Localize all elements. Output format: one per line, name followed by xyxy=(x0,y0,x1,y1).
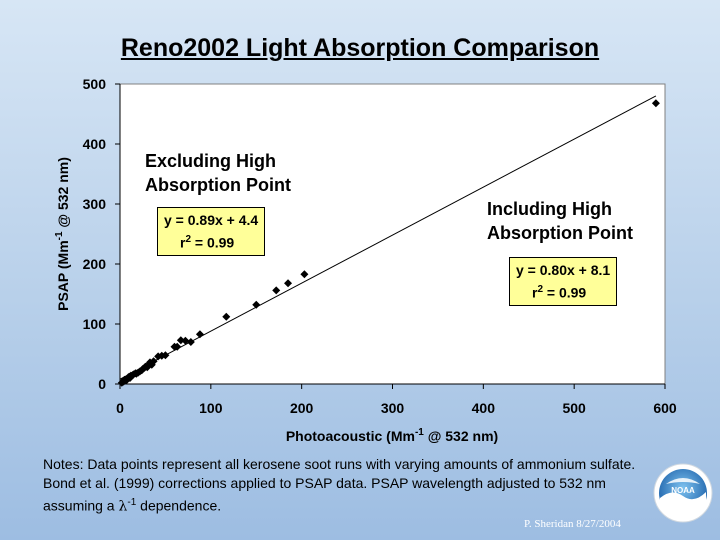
x-tick-label: 200 xyxy=(290,400,314,416)
fit-line xyxy=(119,95,657,380)
axes: 0 100 200 300 400 500 600 0 100 200 300 400 500 xyxy=(83,76,677,416)
x-tick-label: 400 xyxy=(472,400,496,416)
data-point xyxy=(161,351,170,360)
y-tick-label: 0 xyxy=(98,376,106,392)
x-tick-label: 100 xyxy=(199,400,223,416)
annotation-excluding: Excluding High Absorption Point xyxy=(145,149,291,197)
lambda-symbol: λ xyxy=(118,498,128,515)
y-axis-title: PSAP (Mm-1 @ 532 nm) xyxy=(54,157,71,311)
x-tick-label: 300 xyxy=(381,400,405,416)
data-point xyxy=(222,312,231,321)
x-axis-title: Photoacoustic (Mm-1 @ 532 nm) xyxy=(286,427,498,444)
y-tick-label: 500 xyxy=(83,76,107,92)
data-point xyxy=(272,286,281,295)
chart-title: Reno2002 Light Absorption Comparison xyxy=(120,34,600,62)
equation-including: y = 0.80x + 8.1 xyxy=(516,262,611,278)
x-tick-label: 500 xyxy=(562,400,586,416)
data-point xyxy=(173,342,182,351)
annotation-including-line1: Including High xyxy=(487,199,612,219)
data-point xyxy=(300,270,309,279)
data-point xyxy=(252,300,261,309)
x-tick-label: 0 xyxy=(116,400,124,416)
equation-box-excluding: y = 0.89x + 4.4 r2 = 0.99 xyxy=(157,207,266,256)
data-point xyxy=(181,336,190,345)
y-tick-label: 300 xyxy=(83,196,107,212)
y-tick-label: 400 xyxy=(83,136,107,152)
annotation-including-line2: Absorption Point xyxy=(487,223,633,243)
equation-excluding: y = 0.89x + 4.4 xyxy=(164,212,259,228)
fit-line-group xyxy=(119,95,657,380)
noaa-logo-text: NOAA xyxy=(671,486,695,495)
signature: P. Sheridan 8/27/2004 xyxy=(524,518,621,530)
y-tick-label: 200 xyxy=(83,256,107,272)
r2-excluding: r2 = 0.99 xyxy=(180,234,235,251)
data-point xyxy=(195,330,204,339)
annotation-excluding-line2: Absorption Point xyxy=(145,175,291,195)
noaa-logo: NOAA xyxy=(653,463,713,523)
annotation-excluding-line1: Excluding High xyxy=(145,151,277,171)
notes: Notes: Data points represent all kerosen… xyxy=(43,456,636,515)
data-point xyxy=(651,99,660,108)
data-point xyxy=(149,357,158,366)
x-tick-label: 600 xyxy=(653,400,677,416)
data-point xyxy=(284,279,293,288)
y-tick-label: 100 xyxy=(83,316,107,332)
annotation-including: Including High Absorption Point xyxy=(487,197,633,245)
equation-box-including: y = 0.80x + 8.1 r2 = 0.99 xyxy=(509,257,618,306)
data-points xyxy=(117,99,660,387)
data-point xyxy=(186,338,195,346)
r2-including: r2 = 0.99 xyxy=(532,284,587,301)
